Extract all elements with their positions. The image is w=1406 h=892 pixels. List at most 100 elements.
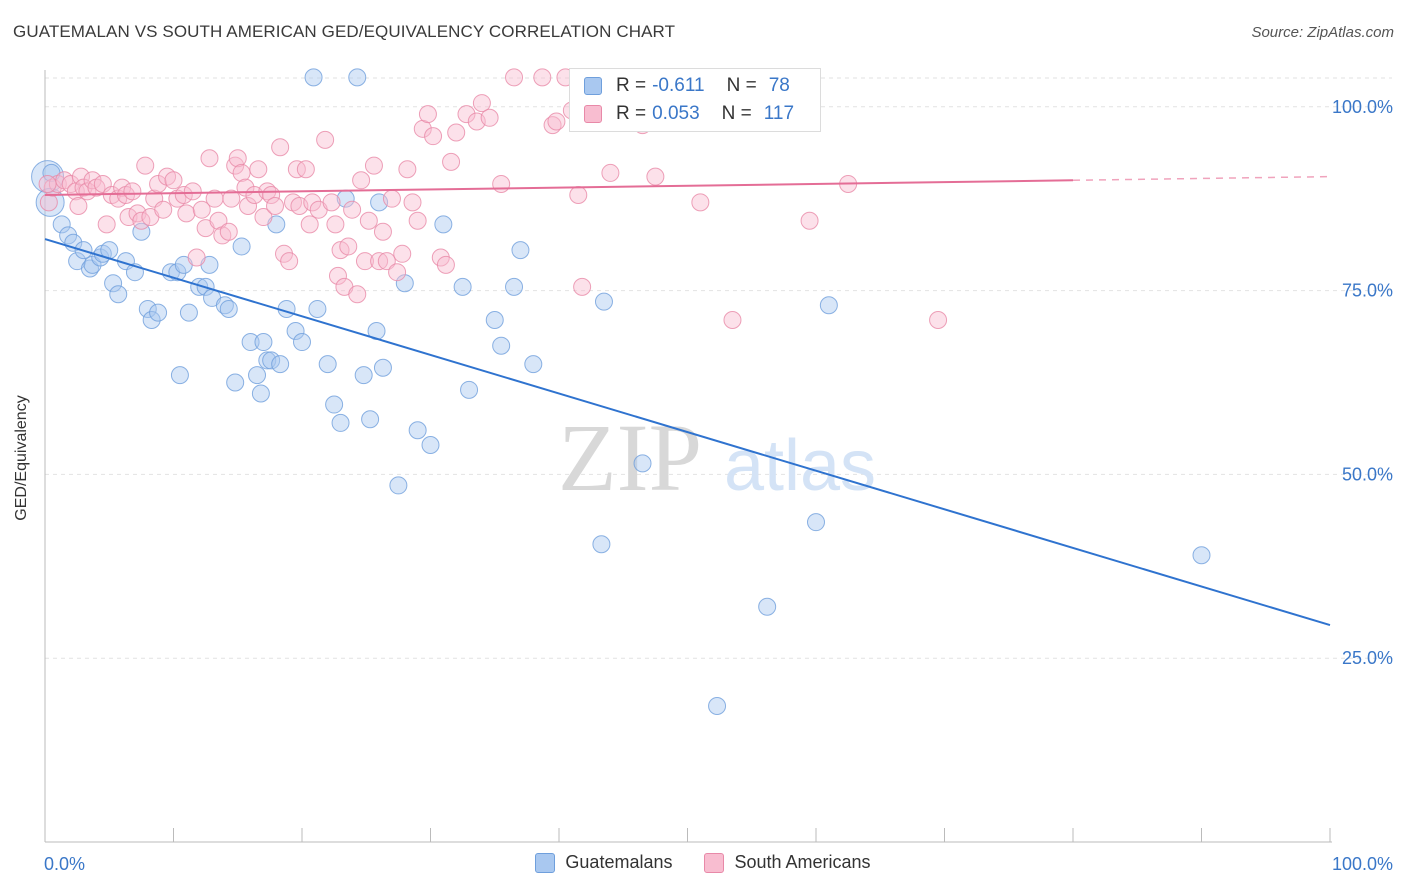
data-point <box>800 211 819 230</box>
data-point <box>377 252 396 271</box>
data-point <box>472 94 491 113</box>
data-point <box>388 263 407 282</box>
legend-item-south-americans[interactable]: South Americans <box>704 852 871 873</box>
data-point <box>138 299 157 318</box>
data-point <box>132 211 151 230</box>
data-point <box>170 366 189 385</box>
data-point <box>254 208 273 227</box>
data-point <box>308 299 327 318</box>
data-point <box>326 215 345 234</box>
data-point <box>359 211 378 230</box>
data-point <box>331 413 350 432</box>
legend-label-south-americans: South Americans <box>734 852 871 872</box>
x-tick-label: 100.0% <box>1332 854 1393 874</box>
data-point <box>177 204 196 223</box>
data-point <box>343 200 362 219</box>
data-point <box>219 299 238 318</box>
data-point <box>149 303 168 322</box>
data-point <box>222 189 241 208</box>
data-point <box>460 380 479 399</box>
data-point <box>601 163 620 182</box>
series-legend: Guatemalans South Americans <box>0 852 1406 873</box>
trend-lines <box>44 175 1331 627</box>
source-label: Source: ZipAtlas.com <box>1251 24 1394 41</box>
data-point <box>232 163 251 182</box>
data-point <box>592 535 611 554</box>
data-point <box>132 222 151 241</box>
data-point <box>573 277 592 296</box>
data-point <box>39 193 58 212</box>
data-point <box>266 197 285 216</box>
data-point <box>325 395 344 414</box>
data-point <box>249 160 268 179</box>
data-point <box>296 160 315 179</box>
legend-n-label: N = <box>726 75 757 96</box>
data-point <box>447 123 466 142</box>
data-point <box>232 237 251 256</box>
axes <box>44 70 1332 843</box>
data-point <box>262 351 281 370</box>
y-tick-label: 50.0% <box>1342 464 1393 484</box>
data-point <box>370 252 389 271</box>
data-point <box>807 513 825 532</box>
legend-swatch-guatemalans <box>535 852 556 873</box>
watermark-zip: ZIP <box>558 404 702 511</box>
legend-n-label: N = <box>721 103 752 124</box>
data-point <box>316 130 335 149</box>
data-point <box>271 138 290 157</box>
data-point <box>241 333 260 352</box>
data-point <box>304 68 323 87</box>
data-point <box>293 333 311 352</box>
data-point <box>322 193 341 212</box>
data-point <box>226 373 245 392</box>
trend-line-south-americans <box>44 179 1074 196</box>
data-point <box>421 435 440 454</box>
data-point <box>547 112 566 131</box>
legend-r-value: -0.611 <box>652 75 705 96</box>
data-point <box>179 303 198 322</box>
data-point <box>192 200 211 219</box>
data-point <box>442 152 461 171</box>
data-point <box>83 255 102 274</box>
data-point <box>69 197 88 216</box>
trend-extension-south-americans <box>1072 175 1331 182</box>
data-point <box>348 68 367 87</box>
legend-n-value: 78 <box>768 75 790 96</box>
data-point <box>569 185 588 204</box>
data-point <box>389 476 408 495</box>
data-point <box>43 178 62 197</box>
legend-r-label: R = <box>616 103 647 124</box>
legend-r-value: 0.053 <box>652 103 700 124</box>
x-tick-label: 0.0% <box>44 854 85 874</box>
data-point <box>373 358 392 377</box>
data-point <box>646 167 665 186</box>
legend-row-guatemalans: R = -0.611 N = 78 <box>584 73 790 99</box>
y-tick-label: 75.0% <box>1342 281 1393 301</box>
data-point <box>154 200 173 219</box>
data-point <box>228 149 247 168</box>
series-guatemalans <box>31 68 1211 715</box>
data-point <box>424 127 443 146</box>
data-point <box>436 255 455 274</box>
data-point <box>280 252 299 271</box>
data-point <box>434 215 453 234</box>
data-point <box>354 366 373 385</box>
data-point <box>328 266 347 285</box>
data-point <box>248 366 267 385</box>
chart-title: GUATEMALAN VS SOUTH AMERICAN GED/EQUIVAL… <box>13 22 676 41</box>
data-point <box>271 355 290 374</box>
series-south-americans <box>38 68 948 329</box>
tick-labels: 25.0% 50.0% 75.0% 100.0% 0.0% 100.0% <box>44 97 1393 874</box>
data-point <box>168 263 187 282</box>
y-axis-label: GED/Equivalency <box>13 395 30 521</box>
watermark: ZIP atlas <box>558 404 876 511</box>
data-point <box>505 277 524 296</box>
data-point <box>254 333 273 352</box>
data-point <box>418 105 437 124</box>
data-point <box>38 174 57 193</box>
legend-item-guatemalans[interactable]: Guatemalans <box>535 852 672 873</box>
legend-n-value: 117 <box>763 103 795 124</box>
data-point <box>109 285 128 304</box>
data-point <box>300 215 319 234</box>
data-point <box>303 193 322 212</box>
